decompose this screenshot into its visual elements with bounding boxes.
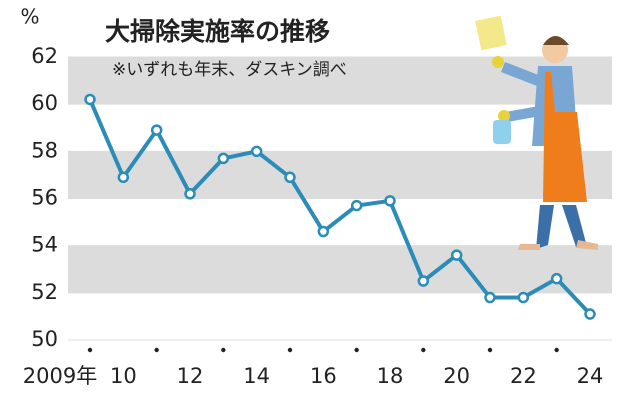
x-tick-label: 14 <box>243 364 270 388</box>
chart-subtitle: ※いずれも年末、ダスキン調べ <box>112 60 347 80</box>
data-point <box>550 272 563 285</box>
y-tick-label: 58 <box>31 138 58 162</box>
data-point <box>117 171 130 184</box>
data-point <box>584 308 596 320</box>
data-point <box>217 152 230 165</box>
data-point <box>350 199 363 212</box>
x-tick-label: 12 <box>177 364 204 388</box>
x-tick-dot <box>87 347 93 353</box>
data-point <box>484 291 496 304</box>
y-axis-unit: % <box>20 5 39 29</box>
grid-band <box>68 151 612 199</box>
data-point <box>250 145 263 158</box>
grid-band <box>68 245 612 293</box>
y-tick-label: 50 <box>31 327 58 351</box>
x-tick-dot <box>354 347 359 353</box>
x-tick-label: 16 <box>310 364 337 388</box>
x-tick-dot <box>154 347 159 353</box>
x-tick-dot <box>287 347 293 353</box>
data-point <box>317 225 330 238</box>
y-tick-label: 54 <box>31 233 58 257</box>
x-tick-label: 10 <box>110 364 137 388</box>
x-tick-dot <box>487 347 493 353</box>
x-tick-label: 20 <box>443 364 470 388</box>
chart-title: 大掃除実施率の推移 <box>105 17 330 46</box>
data-point <box>384 195 396 207</box>
x-tick-label: 24 <box>577 364 604 388</box>
data-point <box>450 249 463 261</box>
data-point <box>84 93 96 106</box>
data-point <box>517 291 530 304</box>
data-point <box>284 171 296 184</box>
x-tick-label: 22 <box>510 364 537 388</box>
x-tick-dot <box>221 347 226 353</box>
y-tick-label: 52 <box>31 280 58 304</box>
data-point <box>417 275 430 287</box>
x-tick-label: 2009年 <box>23 364 97 388</box>
grid-band <box>68 57 612 105</box>
x-tick-dot <box>554 347 559 353</box>
y-tick-label: 62 <box>31 44 58 68</box>
x-tick-label: 18 <box>377 364 404 388</box>
y-tick-label: 56 <box>31 186 58 210</box>
illustration <box>475 15 598 250</box>
data-line <box>88 98 592 316</box>
y-tick-label: 60 <box>31 91 58 115</box>
data-point <box>150 124 163 136</box>
data-point <box>184 188 196 200</box>
x-tick-dot <box>421 347 426 353</box>
